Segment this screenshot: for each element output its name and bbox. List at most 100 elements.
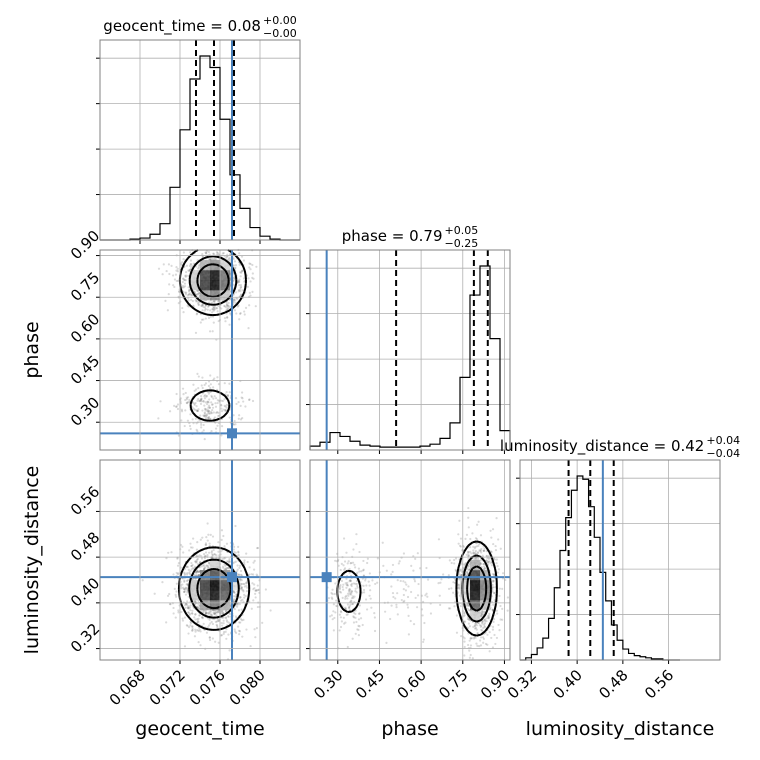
scatter-point: [197, 387, 200, 390]
scatter-point: [189, 298, 193, 301]
scatter-point: [205, 395, 208, 398]
scatter-point: [233, 595, 236, 598]
scatter-point: [342, 564, 345, 567]
density-cell: [460, 590, 471, 601]
y-tick-label: 0.75: [67, 268, 103, 304]
scatter-point: [168, 410, 172, 413]
scatter-point: [240, 255, 244, 258]
scatter-point: [214, 257, 217, 260]
scatter-point: [185, 396, 188, 399]
scatter-point: [349, 599, 353, 602]
scatter-point: [345, 577, 348, 580]
panel-frame-geocent_time-vs-luminosity_distance: [99, 459, 301, 661]
scatter-point: [350, 584, 353, 588]
scatter-point: [402, 593, 405, 597]
scatter-point: [476, 523, 479, 526]
scatter-point: [208, 551, 211, 554]
scatter-point: [199, 561, 202, 564]
scatter-point: [486, 562, 489, 565]
scatter-point: [195, 571, 198, 574]
scatter-point: [183, 590, 186, 594]
scatter-point: [197, 397, 200, 401]
scatter-point: [398, 560, 401, 563]
scatter-point: [473, 627, 477, 630]
x-tick-label: 0.60: [394, 666, 430, 702]
scatter-point: [180, 419, 183, 422]
scatter-point: [448, 559, 451, 562]
density-cell: [200, 590, 211, 601]
scatter-point: [206, 626, 209, 629]
scatter-point: [488, 631, 491, 634]
scatter-point: [212, 306, 216, 309]
scatter-point: [203, 395, 206, 398]
scatter-point: [407, 614, 410, 617]
scatter-point: [203, 383, 206, 387]
scatter-point: [253, 587, 256, 590]
scatter-point: [175, 269, 178, 272]
scatter-point: [450, 561, 453, 565]
scatter-point: [466, 617, 469, 621]
scatter-point: [196, 541, 199, 544]
scatter-point: [175, 392, 178, 396]
scatter-point: [173, 285, 176, 289]
scatter-point: [190, 568, 193, 571]
x-axis-label-luminosity-distance: luminosity_distance: [526, 718, 715, 740]
scatter-point: [203, 414, 207, 417]
scatter-point: [331, 592, 334, 596]
x-tick-label: 0.080: [226, 666, 269, 709]
scatter-point: [196, 409, 200, 413]
scatter-point: [186, 583, 189, 586]
scatter-point: [213, 612, 216, 615]
scatter-point: [338, 586, 341, 589]
scatter-point: [454, 568, 457, 572]
scatter-point: [194, 618, 197, 621]
scatter-point: [256, 584, 259, 587]
scatter-point: [195, 300, 198, 303]
scatter-point: [203, 407, 206, 410]
scatter-point: [197, 408, 200, 411]
scatter-point: [227, 561, 231, 564]
scatter-point: [212, 321, 215, 324]
scatter-point: [251, 272, 254, 275]
scatter-point: [491, 586, 494, 589]
x-tick-label: 0.32: [504, 666, 540, 702]
scatter-point: [239, 569, 243, 573]
scatter-point: [188, 571, 191, 574]
scatter-point: [354, 582, 357, 585]
scatter-point: [480, 566, 483, 569]
scatter-point: [223, 404, 226, 407]
scatter-point: [210, 430, 213, 433]
scatter-point: [240, 574, 243, 577]
scatter-point: [384, 610, 387, 613]
scatter-point: [334, 559, 337, 562]
scatter-point: [232, 264, 236, 267]
scatter-point: [368, 584, 371, 587]
scatter-point: [349, 562, 352, 565]
truth-marker: [227, 572, 237, 583]
scatter-point: [355, 582, 358, 586]
scatter-point: [414, 557, 417, 560]
scatter-point: [412, 569, 415, 572]
scatter-point: [203, 415, 206, 418]
scatter-point: [189, 427, 192, 430]
scatter-point: [243, 280, 246, 283]
panel-2d-geocent_time-vs-luminosity_distance: [100, 460, 300, 661]
scatter-point: [248, 398, 251, 401]
scatter-point: [211, 257, 215, 261]
scatter-point: [209, 315, 212, 318]
scatter-point: [350, 591, 353, 595]
scatter-point: [237, 629, 241, 632]
scatter-point: [229, 253, 232, 256]
scatter-point: [471, 532, 474, 535]
scatter-point: [475, 542, 478, 545]
scatter-point: [181, 277, 185, 280]
scatter-point: [206, 554, 209, 557]
scatter-point: [202, 568, 206, 571]
scatter-point: [208, 638, 212, 642]
y-tick-label: 0.40: [67, 574, 103, 610]
scatter-point: [221, 565, 225, 568]
scatter-point: [210, 614, 213, 617]
scatter-point: [248, 398, 251, 401]
scatter-point: [331, 588, 334, 591]
scatter-point: [235, 593, 238, 596]
